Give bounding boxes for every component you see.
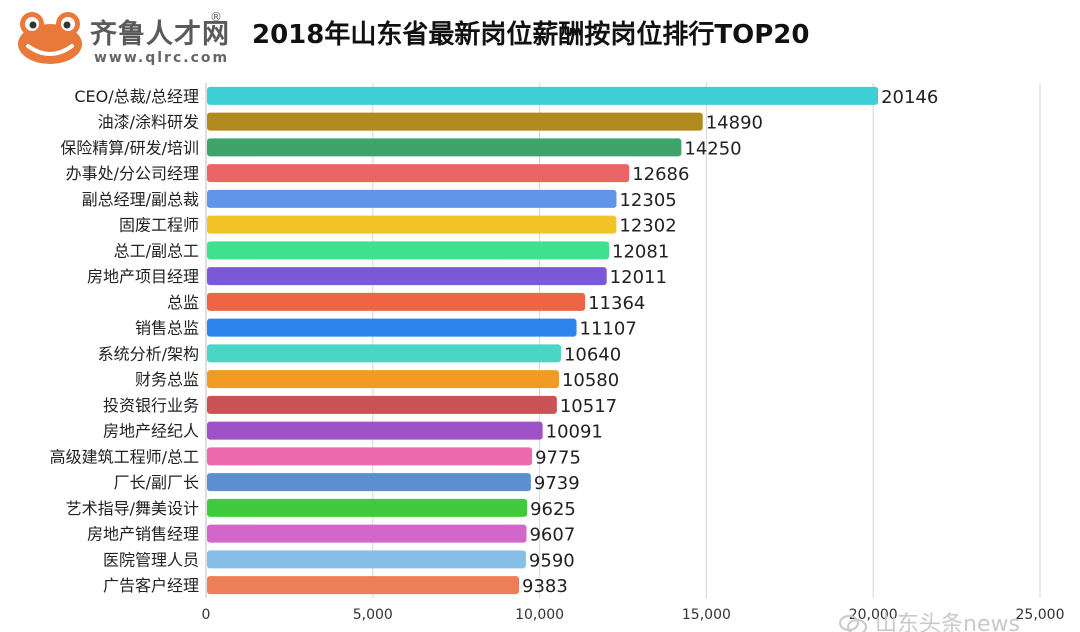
data-label: 10517 bbox=[560, 396, 617, 417]
bar bbox=[207, 241, 610, 260]
category-label: 财务总监 bbox=[135, 370, 199, 389]
category-label: 销售总监 bbox=[135, 319, 199, 338]
data-label: 9775 bbox=[535, 447, 581, 468]
category-label: 房地产经纪人 bbox=[103, 422, 199, 441]
bar bbox=[207, 473, 531, 492]
data-label: 9739 bbox=[534, 473, 580, 494]
bar bbox=[207, 86, 879, 105]
bar bbox=[207, 292, 586, 311]
bar bbox=[207, 267, 607, 286]
category-label: 医院管理人员 bbox=[103, 550, 199, 569]
category-label: 系统分析/架构 bbox=[98, 344, 199, 363]
data-label: 12081 bbox=[612, 241, 669, 262]
bar bbox=[207, 189, 617, 208]
watermark: 山东头条news bbox=[838, 606, 1080, 632]
category-label: 副总经理/副总裁 bbox=[82, 190, 199, 209]
x-tick-label: 5,000 bbox=[353, 607, 393, 623]
category-label: 保险精算/研发/培训 bbox=[60, 138, 199, 157]
frog-icon bbox=[18, 12, 82, 64]
logo-registered-mark: ® bbox=[210, 10, 222, 24]
category-label: 总监 bbox=[167, 293, 199, 312]
bar bbox=[207, 395, 557, 414]
data-label: 11364 bbox=[588, 293, 645, 314]
bar bbox=[207, 318, 577, 337]
data-label: 20146 bbox=[881, 87, 938, 108]
category-label: 广告客户经理 bbox=[103, 576, 199, 595]
x-tick-label: 10,000 bbox=[515, 607, 564, 623]
data-label: 10580 bbox=[562, 370, 619, 391]
data-label: 10091 bbox=[546, 422, 603, 443]
category-label: 房地产销售经理 bbox=[87, 525, 199, 544]
data-label: 12011 bbox=[610, 267, 667, 288]
category-label: 总工/副总工 bbox=[114, 241, 199, 260]
chart-title: 2018年山东省最新岗位薪酬按岗位排行TOP20 bbox=[252, 20, 810, 50]
x-tick-label: 15,000 bbox=[682, 607, 731, 623]
category-label: 房地产项目经理 bbox=[87, 267, 199, 286]
data-label: 11107 bbox=[580, 319, 637, 340]
bar bbox=[207, 447, 533, 466]
bar bbox=[207, 524, 527, 543]
category-label: 厂长/副厂长 bbox=[114, 473, 199, 492]
x-tick-label: 25,000 bbox=[1016, 607, 1065, 623]
bar bbox=[207, 421, 543, 440]
wechat-icon bbox=[839, 615, 867, 632]
category-label: 油漆/涂料研发 bbox=[98, 113, 199, 132]
data-label: 12302 bbox=[619, 216, 676, 237]
bar bbox=[207, 112, 703, 131]
category-label: CEO/总裁/总经理 bbox=[74, 87, 199, 106]
watermark-text: 山东头条news bbox=[875, 612, 1020, 632]
data-label: 10640 bbox=[564, 344, 621, 365]
logo-url: www.qlrc.com bbox=[94, 50, 230, 66]
bar bbox=[207, 344, 561, 363]
data-label: 12305 bbox=[619, 190, 676, 211]
data-label: 9590 bbox=[529, 550, 575, 571]
bar bbox=[207, 498, 528, 517]
bar bbox=[207, 550, 526, 569]
category-label: 艺术指导/舞美设计 bbox=[66, 499, 199, 518]
x-tick-label: 20,000 bbox=[849, 607, 898, 623]
category-label: 办事处/分公司经理 bbox=[66, 164, 199, 183]
bar bbox=[207, 164, 630, 183]
category-label: 投资银行业务 bbox=[103, 396, 199, 415]
data-label: 9383 bbox=[522, 576, 568, 597]
category-label: 高级建筑工程师/总工 bbox=[50, 447, 199, 466]
data-label: 12686 bbox=[632, 164, 689, 185]
data-label: 9625 bbox=[530, 499, 576, 520]
data-label: 14250 bbox=[684, 138, 741, 159]
x-tick-label: 0 bbox=[202, 607, 211, 623]
bar bbox=[207, 576, 520, 595]
logo-name: 齐鲁人才网 bbox=[90, 19, 230, 50]
bar bbox=[207, 215, 617, 234]
bar bbox=[207, 370, 559, 389]
category-label: 固废工程师 bbox=[119, 216, 199, 235]
bar bbox=[207, 138, 682, 157]
logo: 齐鲁人才网 ® www.qlrc.com bbox=[14, 8, 246, 72]
data-label: 14890 bbox=[706, 113, 763, 134]
data-label: 9607 bbox=[529, 525, 575, 546]
